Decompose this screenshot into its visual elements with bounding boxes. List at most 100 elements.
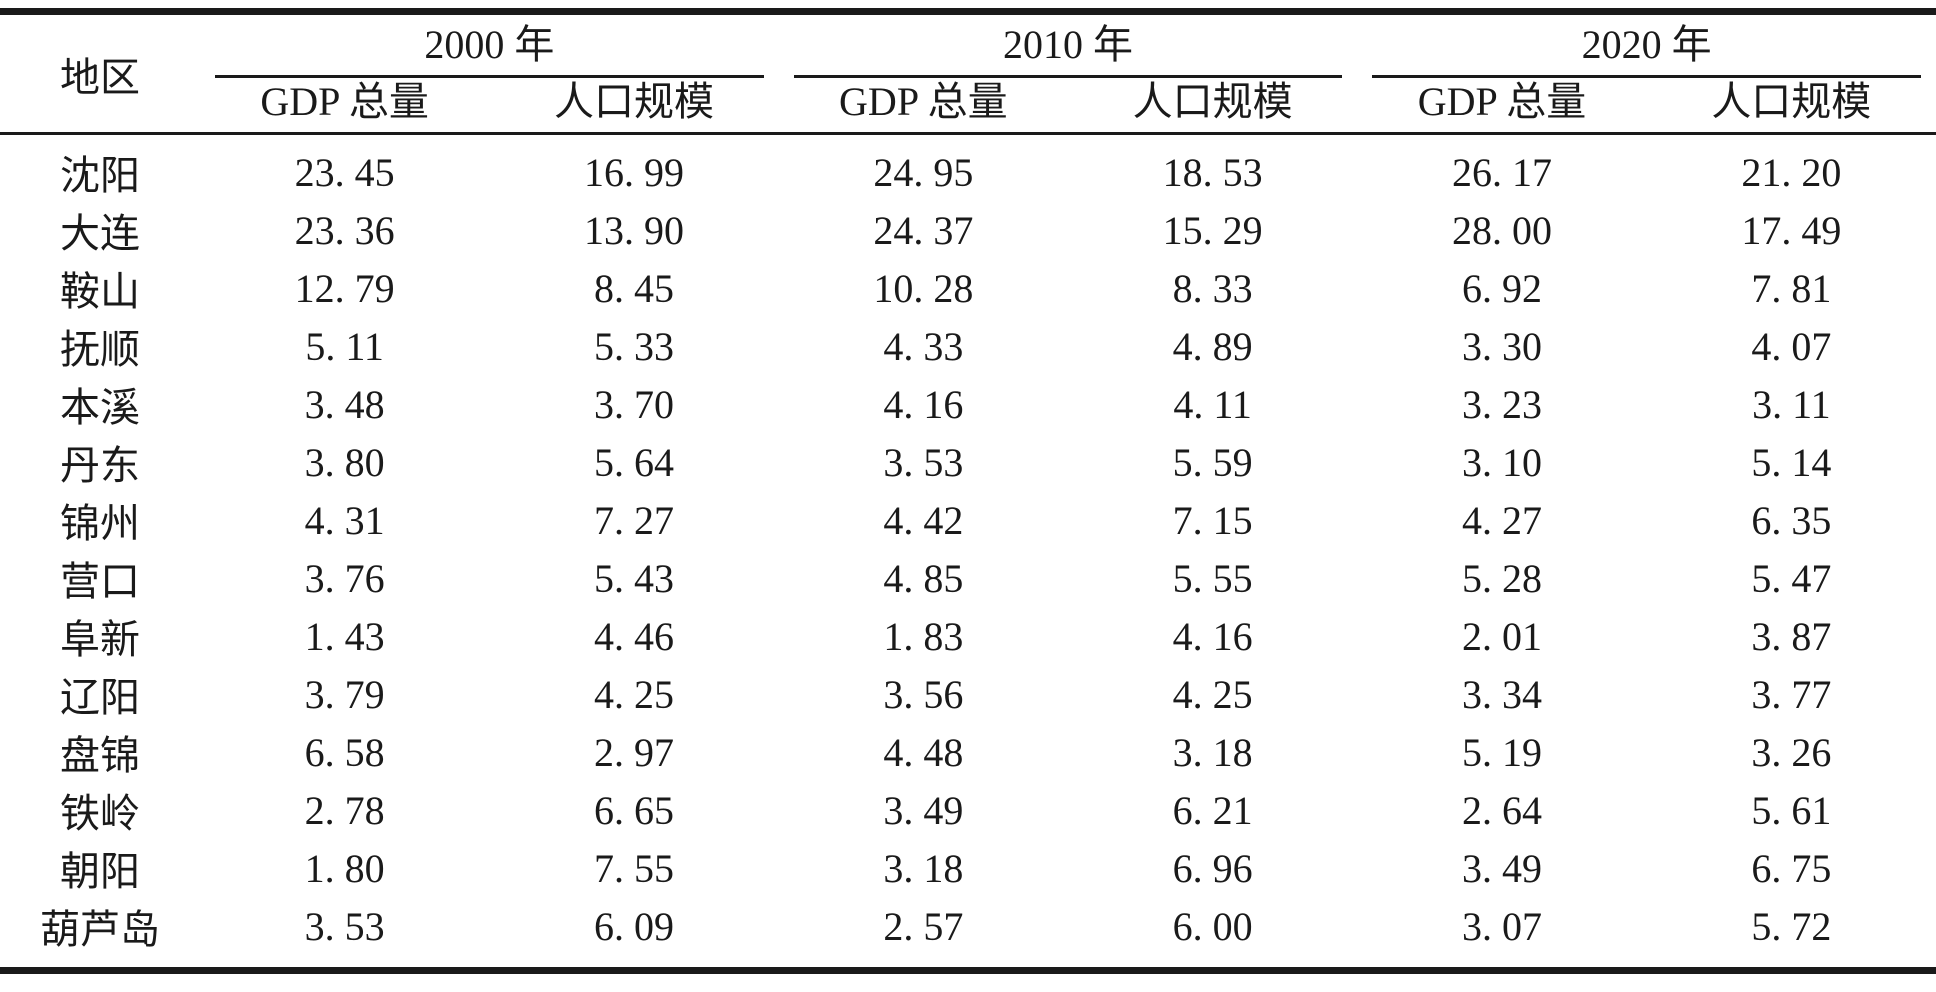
value-cell: 1. 80 (304, 845, 385, 891)
value-cell: 4. 42 (883, 497, 964, 543)
value-cell: 4. 31 (304, 497, 385, 543)
value-cell: 8. 45 (593, 265, 674, 311)
sub-header-row: GDP 总量 人口规模 GDP 总量 人口规模 GDP 总量 人口规模 (0, 78, 1936, 135)
value-cell: 5. 47 (1751, 555, 1832, 601)
value-cell: 2. 64 (1461, 787, 1542, 833)
value-cell: 3. 26 (1751, 729, 1832, 775)
value-cell: 3. 18 (1172, 729, 1253, 775)
region-cell: 葫芦岛 (40, 907, 160, 952)
value-cell: 4. 07 (1751, 323, 1832, 369)
table-row: 丹东 3. 80 5. 64 3. 53 5. 59 3. 10 5. 14 (0, 433, 1936, 491)
value-cell: 4. 27 (1461, 497, 1542, 543)
value-cell: 6. 09 (593, 903, 674, 949)
table-body: 沈阳 23. 45 16. 99 24. 95 18. 53 26. 17 21… (0, 134, 1936, 971)
subheader-pop-2020: 人口规模 (1646, 78, 1936, 135)
region-cell: 阜新 (60, 617, 140, 662)
value-cell: 3. 07 (1461, 903, 1542, 949)
value-cell: 7. 27 (593, 497, 674, 543)
value-cell: 3. 18 (883, 845, 964, 891)
table-row: 沈阳 23. 45 16. 99 24. 95 18. 53 26. 17 21… (0, 134, 1936, 202)
value-cell: 6. 21 (1172, 787, 1253, 833)
value-cell: 3. 79 (304, 671, 385, 717)
value-cell: 2. 97 (593, 729, 674, 775)
value-cell: 6. 75 (1751, 845, 1832, 891)
value-cell: 3. 34 (1461, 671, 1542, 717)
table-row: 葫芦岛 3. 53 6. 09 2. 57 6. 00 3. 07 5. 72 (0, 897, 1936, 971)
region-cell: 丹东 (60, 443, 140, 488)
region-cell: 抚顺 (60, 327, 140, 372)
value-cell: 4. 16 (1172, 613, 1253, 659)
subheader-gdp-2000: GDP 总量 (200, 78, 490, 135)
value-cell: 17. 49 (1741, 207, 1842, 253)
year-label-2010: 2010 年 (793, 15, 1343, 78)
subheader-gdp-2010: GDP 总量 (778, 78, 1068, 135)
value-cell: 15. 29 (1162, 207, 1263, 253)
year-label-2000: 2000 年 (215, 15, 764, 78)
value-cell: 13. 90 (583, 207, 684, 253)
value-cell: 5. 19 (1461, 729, 1542, 775)
value-cell: 4. 89 (1172, 323, 1253, 369)
value-cell: 5. 55 (1172, 555, 1253, 601)
table-row: 鞍山 12. 79 8. 45 10. 28 8. 33 6. 92 7. 81 (0, 259, 1936, 317)
value-cell: 4. 11 (1173, 381, 1252, 427)
value-cell: 3. 49 (1461, 845, 1542, 891)
region-cell: 锦州 (60, 501, 140, 546)
gdp-population-table: 地区 2000 年 2010 年 2020 年 GDP 总量 人口规模 GDP … (0, 8, 1936, 974)
value-cell: 7. 81 (1751, 265, 1832, 311)
value-cell: 12. 79 (294, 265, 395, 311)
value-cell: 26. 17 (1451, 149, 1552, 195)
value-cell: 16. 99 (583, 149, 684, 195)
value-cell: 23. 45 (294, 149, 395, 195)
value-cell: 24. 37 (873, 207, 974, 253)
value-cell: 23. 36 (294, 207, 395, 253)
table-row: 朝阳 1. 80 7. 55 3. 18 6. 96 3. 49 6. 75 (0, 839, 1936, 897)
value-cell: 24. 95 (873, 149, 974, 195)
value-cell: 3. 70 (593, 381, 674, 427)
value-cell: 3. 30 (1461, 323, 1542, 369)
value-cell: 7. 15 (1172, 497, 1253, 543)
region-cell: 辽阳 (60, 675, 140, 720)
region-cell: 鞍山 (60, 269, 140, 314)
value-cell: 21. 20 (1741, 149, 1842, 195)
value-cell: 5. 43 (593, 555, 674, 601)
value-cell: 5. 61 (1751, 787, 1832, 833)
value-cell: 5. 59 (1172, 439, 1253, 485)
table-row: 阜新 1. 43 4. 46 1. 83 4. 16 2. 01 3. 87 (0, 607, 1936, 665)
value-cell: 2. 01 (1461, 613, 1542, 659)
value-cell: 6. 00 (1172, 903, 1253, 949)
value-cell: 4. 48 (883, 729, 964, 775)
value-cell: 3. 87 (1751, 613, 1832, 659)
year-header-2010: 2010 年 (779, 12, 1358, 78)
table-row: 营口 3. 76 5. 43 4. 85 5. 55 5. 28 5. 47 (0, 549, 1936, 607)
year-header-2000: 2000 年 (200, 12, 779, 78)
value-cell: 6. 35 (1751, 497, 1832, 543)
value-cell: 3. 10 (1461, 439, 1542, 485)
value-cell: 4. 16 (883, 381, 964, 427)
value-cell: 2. 57 (883, 903, 964, 949)
region-cell: 大连 (60, 211, 140, 256)
value-cell: 3. 53 (883, 439, 964, 485)
value-cell: 5. 33 (593, 323, 674, 369)
value-cell: 3. 49 (883, 787, 964, 833)
value-cell: 2. 78 (304, 787, 385, 833)
value-cell: 7. 55 (593, 845, 674, 891)
table-row: 辽阳 3. 79 4. 25 3. 56 4. 25 3. 34 3. 77 (0, 665, 1936, 723)
value-cell: 10. 28 (873, 265, 974, 311)
table-row: 大连 23. 36 13. 90 24. 37 15. 29 28. 00 17… (0, 201, 1936, 259)
value-cell: 3. 11 (1752, 381, 1831, 427)
value-cell: 3. 80 (304, 439, 385, 485)
subheader-pop-2000: 人口规模 (489, 78, 779, 135)
value-cell: 5. 72 (1751, 903, 1832, 949)
value-cell: 6. 58 (304, 729, 385, 775)
table-row: 锦州 4. 31 7. 27 4. 42 7. 15 4. 27 6. 35 (0, 491, 1936, 549)
value-cell: 3. 56 (883, 671, 964, 717)
value-cell: 6. 65 (593, 787, 674, 833)
region-cell: 朝阳 (60, 849, 140, 894)
value-cell: 4. 25 (593, 671, 674, 717)
value-cell: 3. 53 (304, 903, 385, 949)
value-cell: 5. 11 (305, 323, 384, 369)
region-cell: 营口 (60, 559, 140, 604)
region-cell: 本溪 (60, 385, 140, 430)
table-row: 盘锦 6. 58 2. 97 4. 48 3. 18 5. 19 3. 26 (0, 723, 1936, 781)
